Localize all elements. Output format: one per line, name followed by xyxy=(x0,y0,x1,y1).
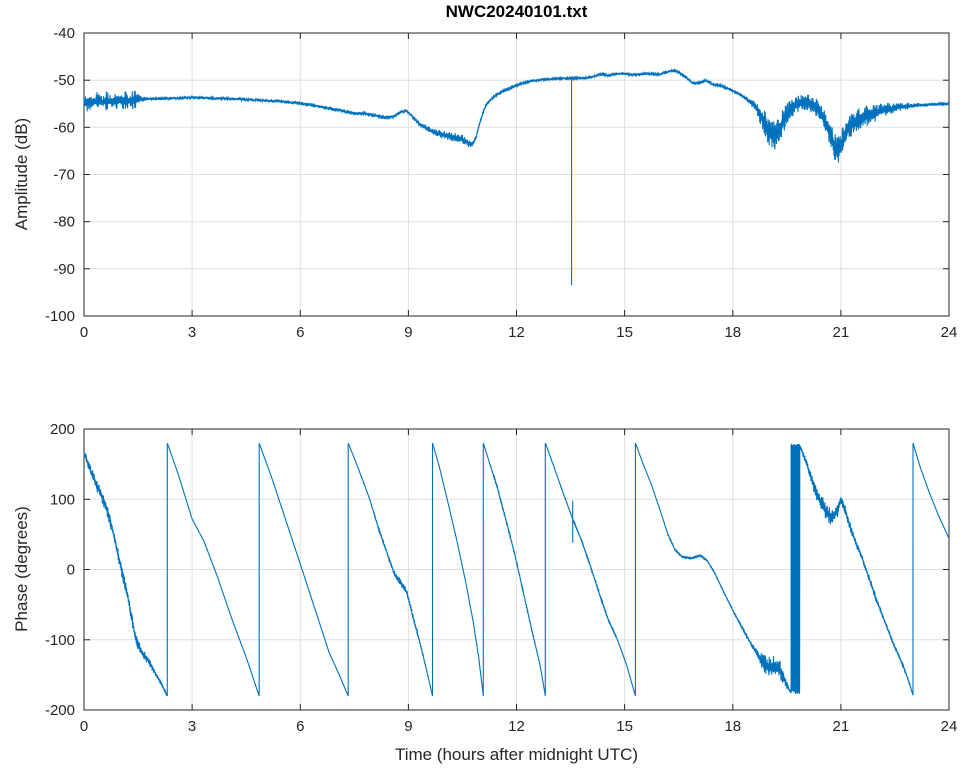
svg-text:0: 0 xyxy=(67,562,75,579)
svg-text:21: 21 xyxy=(833,324,850,341)
tick-labels: 0 3 6 9 12 15 18 21 24 -200 -100 0 100 200 xyxy=(45,421,957,735)
tick-marks xyxy=(83,428,950,711)
svg-text:12: 12 xyxy=(508,718,525,735)
svg-text:24: 24 xyxy=(941,718,958,735)
phase-axis-label: Phase (degrees) xyxy=(12,506,31,632)
grid-lines xyxy=(83,428,950,711)
svg-text:200: 200 xyxy=(50,421,75,438)
svg-text:100: 100 xyxy=(50,491,75,508)
svg-text:12: 12 xyxy=(508,324,525,341)
tick-labels: 0 3 6 9 12 15 18 21 24 -100 -90 -80 -70 -60 -50 -40 xyxy=(45,25,957,341)
svg-text:18: 18 xyxy=(724,718,741,735)
figure-title: NWC20240101.txt xyxy=(445,2,588,21)
time-axis-label: Time (hours after midnight UTC) xyxy=(394,745,639,764)
grid-lines xyxy=(83,32,950,317)
tick-marks xyxy=(83,32,950,317)
svg-text:9: 9 xyxy=(404,718,412,735)
svg-text:15: 15 xyxy=(616,324,633,341)
svg-text:-200: -200 xyxy=(45,702,75,719)
subplot-0: 0 3 6 9 12 15 18 21 24 -100 -90 -80 -70 -60 -50 -40 xyxy=(45,25,957,341)
amplitude-axis-label: Amplitude (dB) xyxy=(12,117,31,231)
svg-text:0: 0 xyxy=(80,718,88,735)
svg-text:3: 3 xyxy=(188,718,196,735)
svg-text:18: 18 xyxy=(724,324,741,341)
data-series xyxy=(83,442,950,697)
svg-text:6: 6 xyxy=(296,718,304,735)
phase-degrees-trace xyxy=(83,442,950,697)
svg-text:0: 0 xyxy=(80,324,88,341)
svg-text:-60: -60 xyxy=(53,119,75,136)
svg-text:15: 15 xyxy=(616,718,633,735)
amplitude-dB-trace xyxy=(83,67,950,163)
svg-text:-100: -100 xyxy=(45,308,75,325)
data-series xyxy=(83,67,950,286)
svg-text:9: 9 xyxy=(404,324,412,341)
svg-text:-70: -70 xyxy=(53,167,75,184)
svg-text:-90: -90 xyxy=(53,261,75,278)
svg-text:-80: -80 xyxy=(53,214,75,231)
subplot-1: 0 3 6 9 12 15 18 21 24 -200 -100 0 100 200 xyxy=(45,421,957,735)
svg-text:21: 21 xyxy=(833,718,850,735)
svg-text:3: 3 xyxy=(188,324,196,341)
svg-text:-100: -100 xyxy=(45,632,75,649)
svg-text:-50: -50 xyxy=(53,72,75,89)
svg-text:6: 6 xyxy=(296,324,304,341)
svg-text:-40: -40 xyxy=(53,25,75,42)
svg-text:24: 24 xyxy=(941,324,958,341)
